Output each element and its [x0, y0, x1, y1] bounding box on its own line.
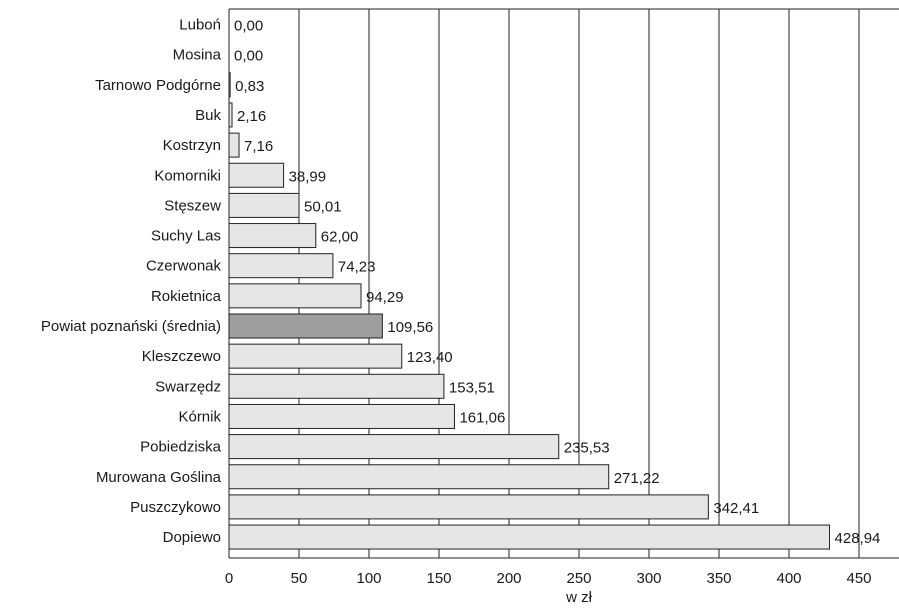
bars: [228, 72, 831, 550]
value-label: 7,16: [244, 138, 273, 155]
value-label: 235,53: [564, 440, 610, 457]
category-label: Stęszew: [164, 197, 221, 214]
category-label: Czerwonak: [146, 258, 222, 275]
gridlines: [229, 8, 899, 558]
bar: [228, 464, 610, 490]
category-label: Swarzędz: [155, 378, 221, 395]
value-label: 109,56: [387, 319, 433, 336]
x-tick-label: 200: [496, 570, 521, 587]
bar: [228, 343, 403, 369]
category-label: Murowana Goślina: [96, 469, 222, 486]
bar: [228, 434, 560, 460]
x-axis-label: w zł: [565, 589, 593, 606]
x-tick-label: 0: [225, 570, 233, 587]
category-label: Pobiedziska: [140, 439, 222, 456]
category-label: Dopiewo: [163, 529, 221, 546]
value-label: 123,40: [407, 349, 453, 366]
value-label: 0,00: [234, 18, 263, 35]
value-labels: 0,00 0,00 0,83 2,16 7,16 38,99 50,01 62,00 74,23…: [234, 18, 880, 548]
bar: [228, 403, 455, 429]
x-tick-label: 150: [426, 570, 451, 587]
category-label: Luboń: [179, 17, 221, 34]
bar: [228, 283, 362, 309]
category-label: Kórnik: [178, 408, 221, 425]
x-tick-labels: 0 50 100 150 200 250 300 350 400 450: [225, 570, 872, 587]
x-tick-label: 50: [291, 570, 308, 587]
category-label: Kostrzyn: [163, 137, 221, 154]
category-label: Mosina: [173, 47, 222, 64]
x-tick-label: 350: [706, 570, 731, 587]
bar: [228, 524, 831, 550]
category-label: Rokietnica: [151, 288, 222, 305]
category-label: Puszczykowo: [130, 499, 221, 516]
bar: [228, 162, 285, 188]
value-label: 94,29: [366, 289, 404, 306]
value-label: 271,22: [614, 470, 660, 487]
bar: [228, 253, 334, 279]
x-tick-label: 100: [356, 570, 381, 587]
value-label: 38,99: [289, 168, 327, 185]
bar: [228, 373, 445, 399]
value-label: 0,83: [235, 78, 264, 95]
category-label: Buk: [195, 107, 221, 124]
category-labels: Luboń Mosina Tarnowo Podgórne Buk Kostrzyn Ko…: [41, 17, 222, 547]
bar: [228, 192, 300, 218]
value-label: 74,23: [338, 259, 376, 276]
category-label: Suchy Las: [151, 228, 221, 245]
bar: [228, 494, 709, 520]
bar: [228, 132, 240, 158]
bar-highlight: [228, 313, 383, 339]
value-label: 342,41: [713, 500, 759, 517]
value-label: 62,00: [321, 229, 359, 246]
x-tick-label: 450: [846, 570, 871, 587]
value-label: 428,94: [835, 530, 881, 547]
x-tick-label: 250: [566, 570, 591, 587]
bar: [228, 223, 317, 249]
value-label: 0,00: [234, 48, 263, 65]
value-label: 50,01: [304, 198, 342, 215]
category-label: Kleszczewo: [142, 348, 221, 365]
value-label: 153,51: [449, 379, 495, 396]
x-tick-label: 400: [776, 570, 801, 587]
category-label: Komorniki: [154, 167, 221, 184]
category-label: Powiat poznański (średnia): [41, 318, 221, 335]
x-tick-label: 300: [636, 570, 661, 587]
category-label: Tarnowo Podgórne: [95, 77, 221, 94]
value-label: 161,06: [459, 409, 505, 426]
value-label: 2,16: [237, 108, 266, 125]
